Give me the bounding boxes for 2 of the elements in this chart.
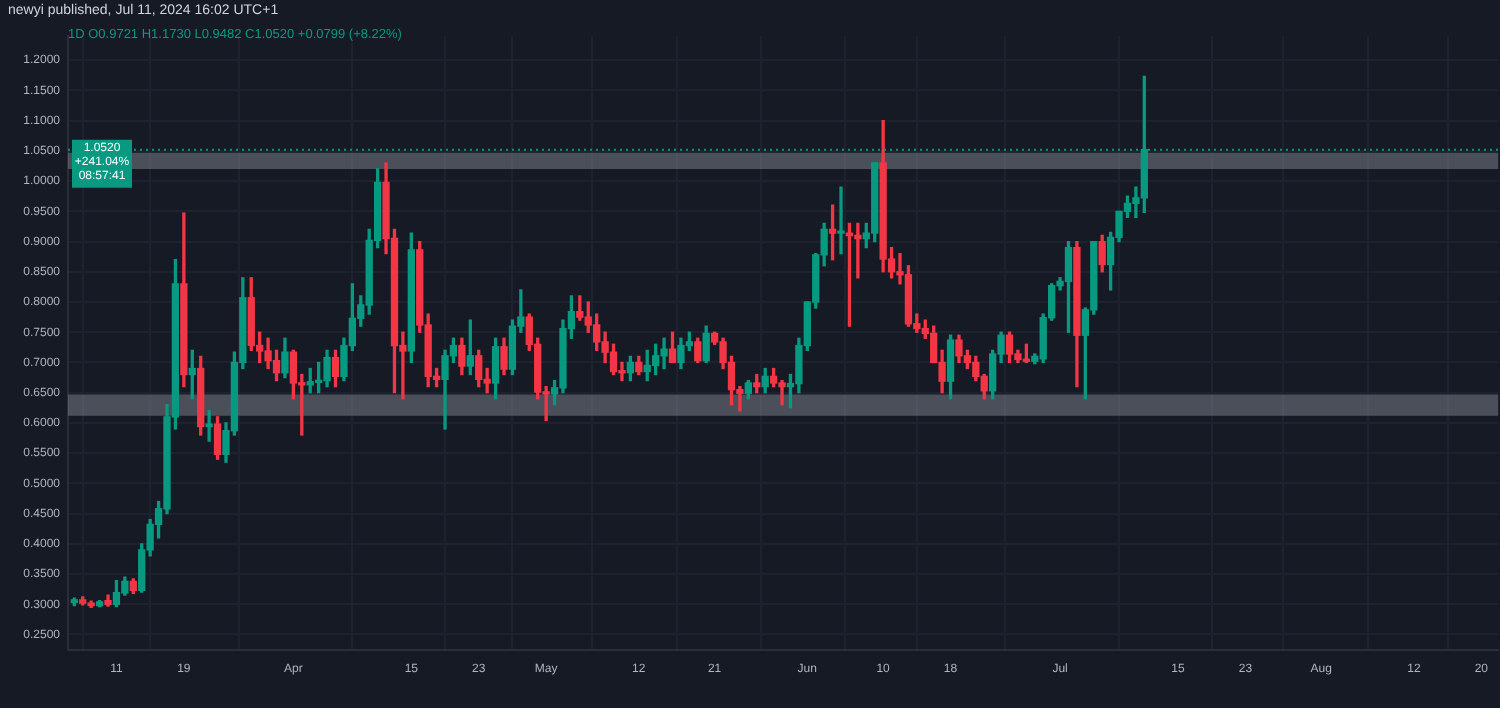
candlestick bbox=[205, 410, 213, 442]
candlestick bbox=[837, 186, 845, 255]
